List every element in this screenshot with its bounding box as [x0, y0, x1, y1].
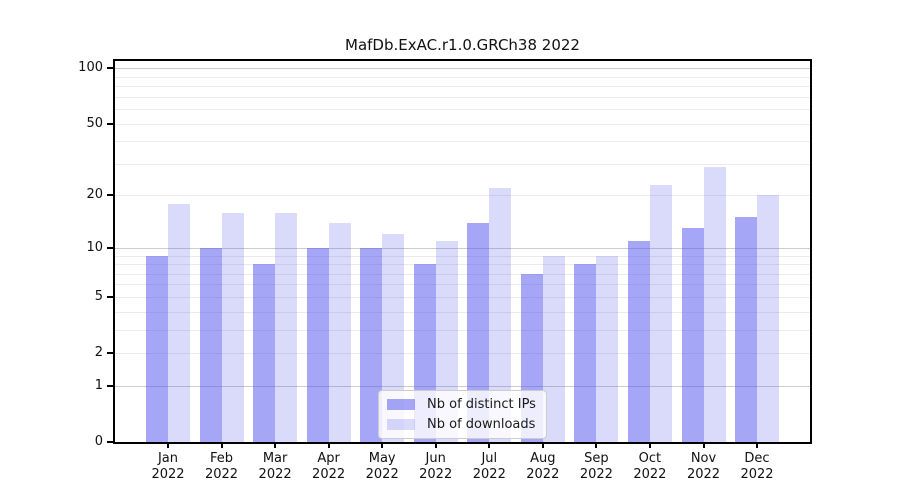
bar-downloads	[596, 255, 619, 442]
y-tick-mark	[107, 194, 113, 197]
gridline-minor	[115, 141, 810, 143]
gridline-minor	[115, 329, 810, 331]
bar-downloads	[328, 222, 351, 442]
bar-distinct-ips	[306, 247, 329, 442]
gridline-minor	[115, 123, 810, 125]
gridline-minor	[115, 273, 810, 275]
x-tick-mark	[541, 442, 544, 448]
legend-row-distinct-ips: Nb of distinct IPs	[387, 397, 536, 412]
x-tick-label: Apr 2022	[312, 451, 346, 482]
x-tick-mark	[648, 442, 651, 448]
bar-distinct-ips	[146, 255, 168, 442]
bar-distinct-ips	[253, 264, 276, 442]
bar-distinct-ips	[627, 240, 650, 442]
bar-downloads	[649, 184, 672, 442]
bar-downloads	[221, 212, 244, 442]
bar-downloads	[168, 203, 190, 442]
gridline-minor	[115, 264, 810, 265]
x-tick-mark	[702, 442, 705, 448]
y-tick-label: 100	[78, 60, 103, 76]
x-tick-label: Sep 2022	[579, 451, 613, 482]
y-tick-label: 0	[94, 434, 103, 449]
legend: Nb of distinct IPs Nb of downloads	[378, 390, 547, 439]
gridline-minor	[115, 296, 810, 298]
x-tick-mark	[220, 442, 223, 448]
x-tick-label: Jun 2022	[419, 451, 453, 482]
y-tick-label: 10	[86, 239, 103, 255]
bar-downloads	[489, 188, 512, 442]
y-tick-label: 20	[86, 187, 103, 203]
legend-label-downloads: Nb of downloads	[427, 417, 536, 432]
legend-swatch-distinct-ips	[387, 399, 415, 410]
gridline-minor	[115, 96, 810, 98]
bar-distinct-ips	[360, 247, 383, 442]
x-tick-mark	[167, 442, 169, 448]
plot-area: 100 50 20 10 5 2 1 0 Jan 2022 Feb 2022 Mar 2022 Apr 20…	[78, 59, 812, 482]
y-tick-mark	[107, 352, 113, 354]
bar-downloads	[542, 255, 565, 442]
x-tick-mark	[488, 442, 491, 448]
x-tick-label: Aug 2022	[526, 451, 560, 482]
bar-distinct-ips	[574, 264, 597, 442]
gridline-minor	[115, 284, 810, 286]
y-tick-mark	[107, 441, 113, 443]
y-tick-mark	[107, 384, 113, 387]
x-tick-label: Nov 2022	[686, 451, 721, 482]
x-tick-label: May 2022	[365, 451, 399, 482]
legend-row-downloads: Nb of downloads	[387, 417, 536, 432]
gridline-minor	[115, 353, 810, 354]
gridline-minor	[115, 109, 810, 110]
gridline-major	[115, 68, 810, 70]
bar-distinct-ips	[681, 228, 704, 442]
y-tick-label: 5	[94, 288, 103, 304]
bar-downloads	[757, 195, 779, 442]
x-tick-mark	[595, 442, 598, 448]
x-tick-mark	[756, 442, 758, 448]
x-tick-mark	[434, 442, 437, 448]
gridline-minor	[115, 311, 810, 313]
bar-downloads	[275, 212, 298, 442]
chart-title: MafDb.ExAC.r1.0.GRCh38 2022	[345, 36, 580, 54]
y-tick-mark	[107, 246, 113, 249]
y-tick-label: 2	[94, 345, 103, 360]
x-tick-label: Feb 2022	[204, 451, 239, 482]
y-tick-mark	[107, 67, 113, 70]
gridline-minor	[115, 76, 810, 78]
bar-distinct-ips	[467, 222, 490, 442]
x-tick-label: Jan 2022	[151, 451, 185, 482]
bar-distinct-ips	[735, 217, 757, 442]
y-tick-label: 50	[86, 115, 103, 131]
gridline-minor	[115, 86, 810, 88]
x-tick-label: Dec 2022	[740, 451, 774, 482]
x-tick-mark	[274, 442, 277, 448]
gridline-major	[115, 247, 810, 249]
y-tick-label: 1	[94, 377, 103, 393]
gridline-minor	[115, 255, 810, 257]
x-tick-label: Oct 2022	[633, 451, 667, 482]
gridline-major	[115, 385, 810, 387]
bar-downloads	[703, 166, 726, 442]
y-tick-mark	[107, 295, 113, 298]
legend-swatch-downloads	[387, 419, 415, 430]
x-tick-mark	[327, 442, 330, 448]
gridline-minor	[115, 195, 810, 197]
gridline-minor	[115, 163, 810, 165]
y-tick-mark	[107, 122, 113, 125]
bar-distinct-ips	[199, 247, 222, 442]
x-tick-mark	[381, 442, 384, 448]
x-tick-label: Mar 2022	[258, 451, 292, 482]
legend-label-distinct-ips: Nb of distinct IPs	[427, 397, 536, 412]
x-tick-label: Jul 2022	[472, 451, 506, 482]
